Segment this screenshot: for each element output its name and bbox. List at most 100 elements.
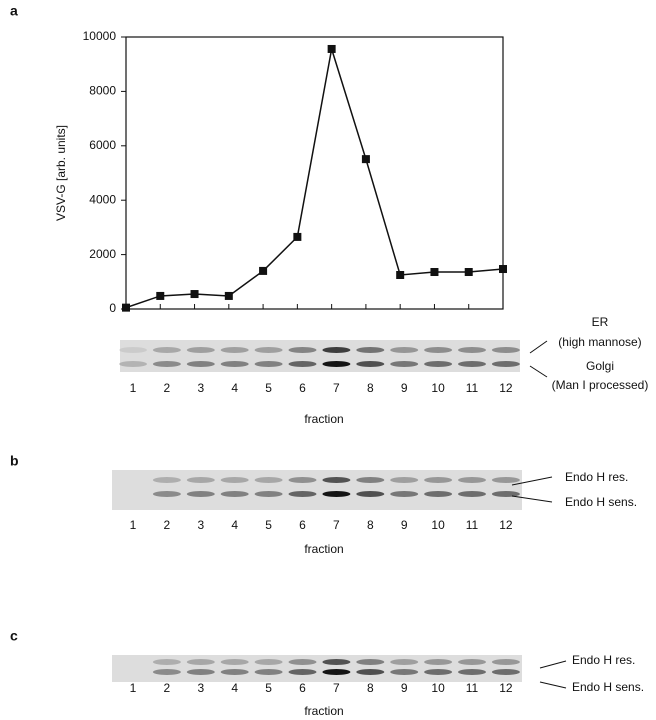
band	[424, 491, 453, 497]
pointer	[529, 365, 548, 378]
band	[458, 659, 486, 665]
band	[356, 477, 385, 483]
plot-frame	[125, 36, 504, 310]
band	[390, 347, 419, 353]
marker	[464, 268, 473, 277]
x-axis-label: fraction	[304, 704, 343, 718]
marker	[361, 155, 370, 164]
lane-label: 8	[367, 681, 374, 695]
y-tick-label: 2000	[89, 247, 116, 261]
marker	[430, 268, 439, 277]
pointer	[511, 476, 553, 486]
band	[288, 477, 317, 483]
band	[322, 669, 351, 675]
lane-label: 3	[197, 381, 204, 395]
lane-label: 7	[333, 681, 340, 695]
band	[458, 361, 486, 367]
lane-label: 4	[231, 381, 238, 395]
band	[220, 347, 249, 353]
lane-label: 10	[431, 681, 445, 695]
band	[322, 477, 351, 483]
lane-label: 9	[401, 681, 408, 695]
band	[254, 361, 283, 367]
band	[491, 659, 520, 665]
band-label: (Man I processed)	[552, 378, 649, 392]
band	[356, 491, 385, 497]
lane-label: 6	[299, 681, 306, 695]
pointer	[539, 681, 567, 689]
marker	[293, 232, 302, 241]
y-tick-label: 6000	[89, 138, 116, 152]
band	[152, 659, 181, 665]
lane-label: 3	[197, 518, 204, 532]
gel	[112, 655, 522, 682]
band	[254, 659, 283, 665]
band-label: Endo H sens.	[572, 680, 644, 694]
band	[152, 347, 181, 353]
band	[458, 491, 486, 497]
band	[254, 491, 283, 497]
band	[220, 491, 249, 497]
band	[390, 477, 419, 483]
pointer	[529, 340, 548, 354]
lane-label: 11	[466, 681, 479, 695]
lane-label: 7	[333, 381, 340, 395]
y-tick-label: 10000	[83, 29, 117, 43]
lane-label: 1	[130, 381, 137, 395]
band	[220, 659, 249, 665]
lane-label: 7	[333, 518, 340, 532]
data-line	[125, 48, 504, 309]
lane-label: 10	[431, 518, 445, 532]
band	[424, 361, 453, 367]
band	[119, 347, 147, 353]
y-axis-label: VSV-G [arb. units]	[54, 125, 68, 221]
gel	[120, 340, 520, 372]
band	[322, 659, 351, 665]
lane-label: 8	[367, 381, 374, 395]
lane-label: 2	[164, 518, 171, 532]
lane-label: 5	[265, 518, 272, 532]
band	[186, 659, 215, 665]
band	[220, 477, 249, 483]
band	[288, 491, 317, 497]
band	[186, 477, 215, 483]
band	[356, 361, 385, 367]
band	[254, 669, 283, 675]
band	[288, 659, 317, 665]
band	[220, 669, 249, 675]
band-label: (high mannose)	[558, 335, 641, 349]
band	[491, 347, 520, 353]
band	[254, 477, 283, 483]
band	[254, 347, 283, 353]
band	[356, 669, 385, 675]
band	[186, 491, 215, 497]
band	[288, 347, 317, 353]
x-axis-label: fraction	[304, 542, 343, 556]
band	[390, 669, 419, 675]
band	[152, 361, 181, 367]
panel-label: b	[10, 453, 19, 469]
band	[458, 669, 486, 675]
band	[491, 491, 520, 497]
marker	[327, 44, 336, 53]
band	[152, 491, 181, 497]
marker	[396, 271, 405, 279]
band	[288, 669, 317, 675]
y-tick-label: 4000	[89, 192, 116, 206]
band	[356, 347, 385, 353]
band	[390, 361, 419, 367]
lane-label: 8	[367, 518, 374, 532]
lane-label: 5	[265, 381, 272, 395]
band	[491, 361, 520, 367]
band-label: Endo H sens.	[565, 495, 637, 509]
band	[424, 669, 453, 675]
band	[390, 491, 419, 497]
band	[152, 477, 181, 483]
lane-label: 2	[164, 381, 171, 395]
lane-label: 12	[499, 518, 513, 532]
band	[322, 491, 351, 497]
band	[186, 669, 215, 675]
x-axis-label: fraction	[304, 412, 343, 426]
band	[458, 347, 486, 353]
pointer	[539, 660, 567, 669]
